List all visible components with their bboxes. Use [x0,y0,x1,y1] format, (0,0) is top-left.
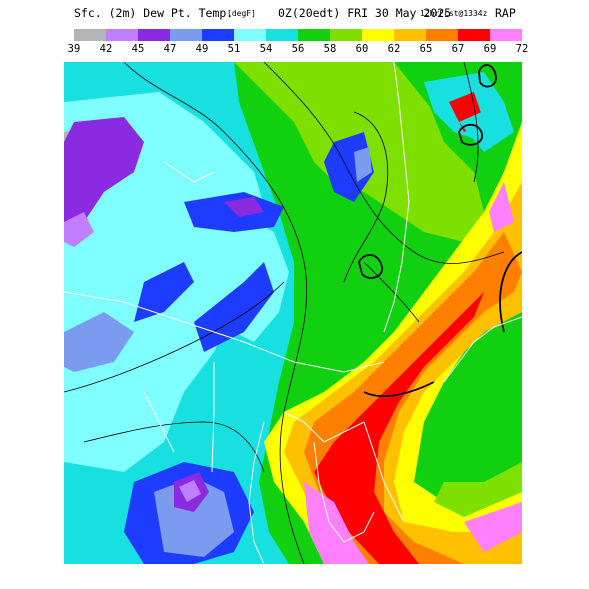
color-scale-swatch [170,29,202,41]
color-scale-swatch [362,29,394,41]
color-scale-tick-label: 67 [451,43,465,55]
title-valid-time: 0Z(20edt) FRI 30 May 2025 [278,6,452,20]
dewpoint-contours-bold [358,64,522,397]
color-scale-tick-label: 72 [515,43,529,55]
title-model-name: RAP [495,6,516,20]
color-scale-swatch [266,29,298,41]
color-scale-tick-label: 39 [67,43,81,55]
color-scale-swatch [74,29,106,41]
dewpoint-region-red [314,292,484,564]
dewpoint-region-lightgreen-ocean [434,462,522,517]
dewpoint-region-lightblue-west [64,312,134,372]
land-outlines [64,62,522,564]
dewpoint-region-magenta [489,182,514,232]
color-scale-tick-label: 62 [387,43,401,55]
dewpoint-map [64,62,522,564]
color-scale-tick-label: 69 [483,43,497,55]
color-scale-swatch [458,29,490,41]
color-scale-tick-label: 51 [227,43,241,55]
color-scale-swatch [138,29,170,41]
title-units: [degF] [227,9,256,18]
color-scale-swatch [490,29,522,41]
color-scale-tick-label: 54 [259,43,273,55]
dewpoint-region-purple-northwest [64,117,144,232]
color-scale-swatch [394,29,426,41]
color-scale-swatch [298,29,330,41]
color-scale-swatch [330,29,362,41]
title-variable: Sfc. (2m) Dew Pt. Temp. [74,6,234,20]
color-scale-tick-label: 60 [355,43,369,55]
color-scale-swatch [234,29,266,41]
color-scale-tick-label: 56 [291,43,305,55]
chart-title: Sfc. (2m) Dew Pt. Temp. [degF] 0Z(20edt)… [0,6,589,24]
color-scale-tick-label: 45 [131,43,145,55]
color-scale-tick-label: 58 [323,43,337,55]
color-scale-swatch [426,29,458,41]
dewpoint-region-magenta-south [304,482,369,564]
color-scale-tick-label: 47 [163,43,177,55]
color-scale-tick-label: 42 [99,43,113,55]
dewpoint-region-blue-west-streak2 [194,262,274,352]
dewpoint-region-green-ocean [434,312,522,482]
color-scale-swatch [202,29,234,41]
color-scale-bar [74,29,522,41]
dewpoint-region-blue-west-streak1 [134,262,194,322]
dewpoint-contours [64,62,505,564]
dewpoint-region-lightblue-central [354,147,372,182]
dewpoint-region-magenta-southeast [464,502,522,552]
color-scale-tick-label: 49 [195,43,209,55]
color-scale-ticks: 39 42 45 47 49 51 54 56 58 60 62 65 67 69 72 [60,43,540,57]
color-scale-tick-label: 65 [419,43,433,55]
dewpoint-region-lavender-northwest [64,212,94,247]
dewpoint-region-cyan-north-pocket [459,102,514,152]
color-scale-swatch [106,29,138,41]
title-forecast-hour: 12hrFcst@1334z [420,9,488,18]
dewpoint-region-lavender-southwest [179,480,201,502]
dewpoint-region-purple-north [224,197,264,217]
